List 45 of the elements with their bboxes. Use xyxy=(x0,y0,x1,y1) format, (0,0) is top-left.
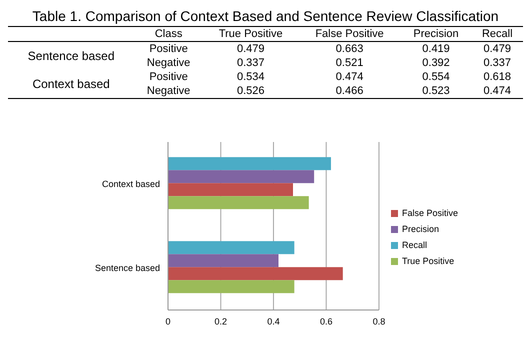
text: Positive xyxy=(148,70,189,84)
bar xyxy=(168,157,331,170)
text: 0.618 xyxy=(482,70,512,84)
text: 0.521 xyxy=(334,56,364,70)
x-tick-label: 0 xyxy=(165,316,171,326)
bar xyxy=(168,254,278,268)
text: True Positive xyxy=(218,27,284,42)
bar xyxy=(168,241,294,254)
text: 0.419 xyxy=(421,42,451,56)
text: 0.554 xyxy=(421,70,451,84)
text: 0.392 xyxy=(421,56,451,70)
legend-label: Recall xyxy=(402,240,427,250)
text: 0.479 xyxy=(236,42,266,56)
text: Sentence based xyxy=(26,48,116,65)
text: 0.479 xyxy=(482,42,512,56)
text: 0.337 xyxy=(482,56,512,70)
x-tick-label: 0.4 xyxy=(267,316,280,326)
text: 0.663 xyxy=(334,42,364,56)
text: 0.526 xyxy=(236,84,266,98)
text: 0.534 xyxy=(236,70,266,84)
legend-label: True Positive xyxy=(402,256,454,266)
text: 0.474 xyxy=(334,70,364,84)
legend-label: Precision xyxy=(402,224,439,234)
text: 0.466 xyxy=(334,84,364,98)
text: Context based xyxy=(31,76,111,93)
bar xyxy=(168,280,294,294)
text: False Positive xyxy=(314,27,385,42)
bar xyxy=(168,183,293,196)
text: Precision xyxy=(412,27,460,42)
x-tick-label: 0.6 xyxy=(320,316,332,326)
legend-label: False Positive xyxy=(402,208,458,218)
text: Negative xyxy=(146,84,192,98)
text: Positive xyxy=(148,42,189,56)
x-tick-label: 0.2 xyxy=(214,316,227,326)
bar xyxy=(168,267,343,280)
text: Table 1. Comparison of Context Based and Sentence Review Classification xyxy=(31,8,500,24)
bar xyxy=(168,196,309,210)
text: Negative xyxy=(146,56,192,70)
text: 0.337 xyxy=(236,56,266,70)
text: Recall xyxy=(480,27,514,42)
text: Class xyxy=(154,27,184,42)
bar xyxy=(168,170,314,184)
text: 0.523 xyxy=(421,84,451,98)
text: 0.474 xyxy=(482,84,512,98)
x-tick-label: 0.8 xyxy=(372,316,386,326)
